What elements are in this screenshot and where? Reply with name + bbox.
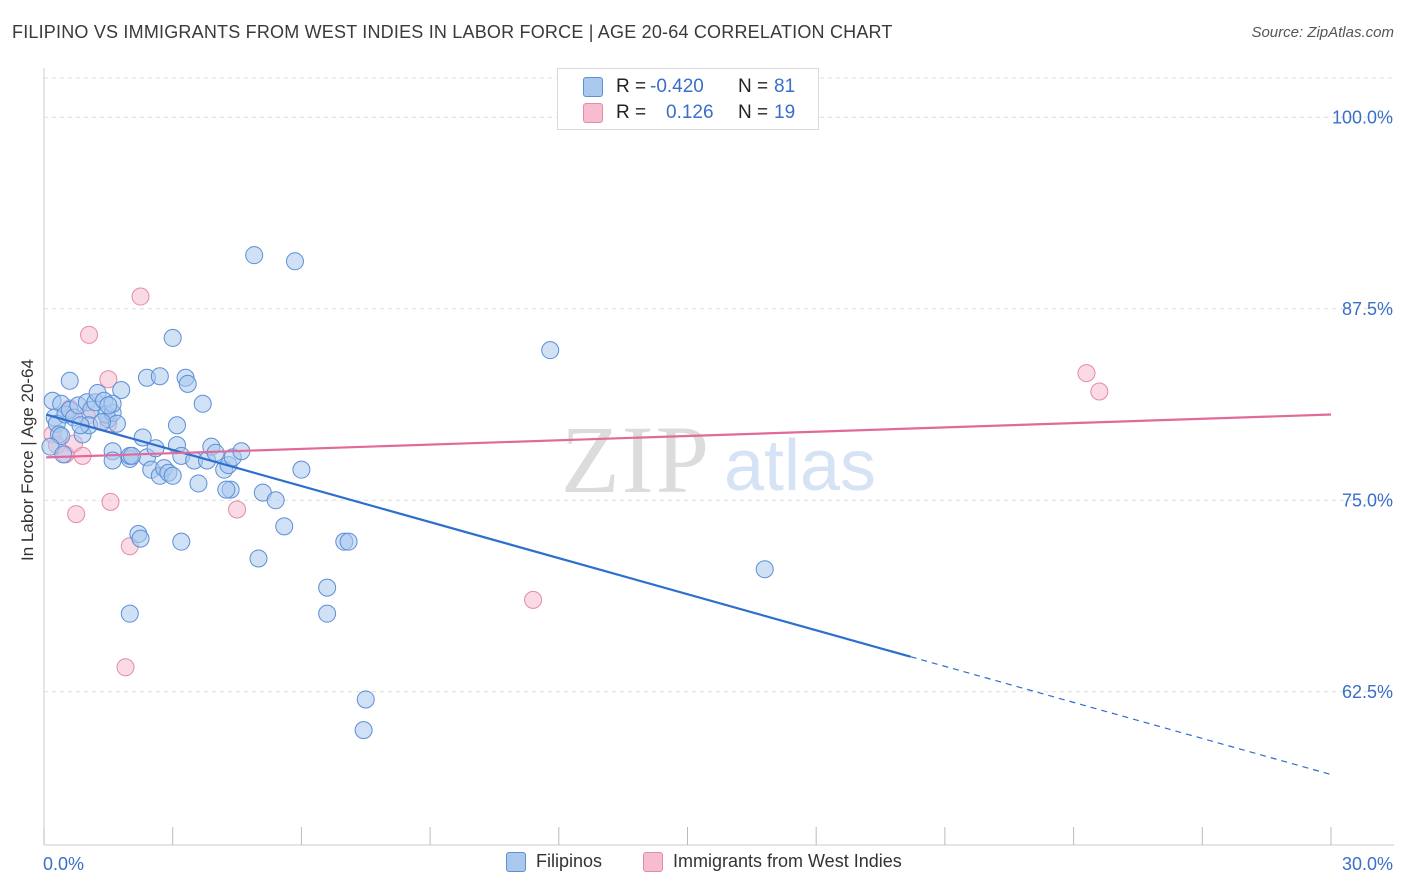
- stats-swatch-west-indies: [583, 103, 603, 123]
- point-west-indies: [131, 287, 150, 306]
- point-filipinos: [54, 445, 73, 464]
- point-filipinos: [172, 532, 191, 551]
- trend-line-west-indies: [46, 413, 1332, 459]
- point-filipinos: [52, 426, 71, 445]
- y-tick-label: 100.0%: [1332, 107, 1393, 127]
- y-axis-label: In Labor Force | Age 20-64: [18, 359, 37, 561]
- point-filipinos: [167, 416, 186, 435]
- trend-line-filipinos: [45, 413, 911, 658]
- point-west-indies: [99, 370, 118, 389]
- gridlines: [44, 77, 1394, 693]
- point-filipinos: [163, 328, 182, 347]
- point-filipinos: [150, 367, 169, 386]
- point-filipinos: [245, 246, 264, 265]
- point-filipinos: [163, 466, 182, 485]
- stats-r-label: R =: [616, 76, 652, 97]
- point-west-indies: [228, 500, 247, 519]
- chart-title: FILIPINO VS IMMIGRANTS FROM WEST INDIES …: [12, 22, 893, 42]
- point-filipinos: [541, 341, 560, 360]
- point-filipinos: [189, 474, 208, 493]
- x-tick-labels: 0.0% 30.0%: [43, 854, 1393, 874]
- y-tick-label: 75.0%: [1342, 490, 1393, 510]
- point-filipinos: [99, 396, 118, 415]
- point-filipinos: [266, 491, 285, 510]
- point-filipinos: [122, 446, 141, 465]
- stats-n-value: 19: [774, 102, 796, 123]
- point-filipinos: [292, 460, 311, 479]
- trend-line-filipinos-extrapolated: [910, 656, 1332, 776]
- point-filipinos: [249, 549, 268, 568]
- stats-r-value: 0.126: [666, 102, 714, 123]
- stats-n-label: N =: [738, 76, 774, 97]
- point-filipinos: [131, 529, 150, 548]
- legend-item-west-indies[interactable]: Immigrants from West Indies: [643, 851, 902, 872]
- legend-label-filipinos: Filipinos: [536, 851, 603, 871]
- point-filipinos: [285, 252, 304, 271]
- stats-r-label: R =: [616, 102, 652, 123]
- point-filipinos: [354, 721, 373, 740]
- x-tick-label-max: 30.0%: [1342, 854, 1393, 874]
- point-filipinos: [60, 371, 79, 390]
- axes: [43, 68, 1394, 846]
- point-west-indies: [67, 505, 86, 524]
- point-west-indies: [101, 492, 120, 511]
- legend-swatch-filipinos: [506, 851, 526, 872]
- stats-n-value: 81: [774, 76, 796, 97]
- point-west-indies: [524, 590, 543, 609]
- stats-r-value: -0.420: [650, 76, 704, 97]
- legend-item-filipinos[interactable]: Filipinos: [506, 851, 602, 872]
- stats-legend: R = -0.420 N = 81 R = 0.126 N = 19: [557, 68, 819, 130]
- point-filipinos: [318, 604, 337, 623]
- point-west-indies: [1090, 382, 1109, 401]
- watermark: ZIP atlas: [561, 406, 876, 513]
- point-west-indies: [1077, 364, 1096, 383]
- trend-lines: [45, 413, 1332, 776]
- point-filipinos: [193, 394, 212, 413]
- stats-n-label: N =: [738, 102, 774, 123]
- point-filipinos: [318, 578, 337, 597]
- stats-swatch-filipinos: [583, 77, 603, 97]
- point-filipinos: [112, 380, 131, 399]
- point-west-indies: [80, 325, 99, 344]
- watermark-atlas: atlas: [724, 426, 876, 506]
- y-tick-label: 62.5%: [1342, 682, 1393, 702]
- series-filipinos-points: [41, 246, 774, 740]
- point-filipinos: [107, 414, 126, 433]
- point-filipinos: [275, 517, 294, 536]
- point-filipinos: [178, 374, 197, 393]
- legend-swatch-west-indies: [643, 851, 663, 872]
- y-tick-label: 87.5%: [1342, 299, 1393, 319]
- watermark-zip: ZIP: [561, 406, 711, 513]
- y-tick-labels: 62.5% 75.0% 87.5% 100.0%: [1332, 107, 1393, 702]
- x-tick-label-min: 0.0%: [43, 854, 84, 874]
- point-filipinos: [339, 532, 358, 551]
- point-filipinos: [217, 480, 236, 499]
- bottom-legend: Filipinos Immigrants from West Indies: [0, 851, 1406, 877]
- point-west-indies: [116, 658, 135, 677]
- point-filipinos: [755, 560, 774, 579]
- point-filipinos: [356, 690, 375, 709]
- legend-label-west-indies: Immigrants from West Indies: [673, 851, 902, 871]
- point-filipinos: [120, 604, 139, 623]
- source-note: Source: ZipAtlas.com: [1251, 24, 1394, 41]
